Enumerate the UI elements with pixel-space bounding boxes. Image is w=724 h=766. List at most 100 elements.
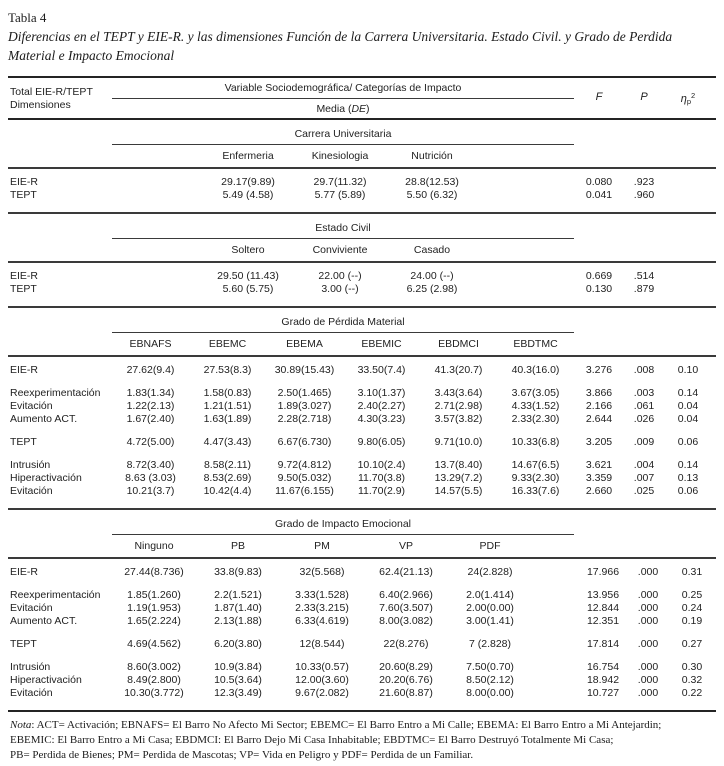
data-value: 11.67(6.155) bbox=[275, 485, 334, 497]
f-value: 17.966 bbox=[586, 566, 620, 578]
row-label: Aumento ACT. bbox=[10, 615, 78, 627]
data-value: 10.5(3.64) bbox=[214, 674, 262, 686]
data-value: 1.22(2.13) bbox=[126, 400, 175, 412]
data-value: 3.57(3.82) bbox=[434, 413, 483, 425]
data-value: 11.70(3.8) bbox=[357, 472, 406, 484]
data-value: 4.72(5.00) bbox=[126, 436, 175, 448]
eta-value: 0.06 bbox=[677, 436, 699, 448]
rule-columns bbox=[8, 167, 716, 169]
spacer-cell bbox=[574, 120, 716, 145]
column-header-row: EBNAFS EBEMC EBEMA EBEMIC EBDMCI EBDTMC bbox=[8, 333, 716, 355]
spacer-cell bbox=[8, 308, 112, 333]
column-header: PB bbox=[230, 540, 245, 552]
spacer-cell bbox=[8, 120, 112, 145]
p-value: .003 bbox=[633, 387, 655, 399]
data-value: 20.20(6.76) bbox=[379, 674, 433, 686]
column-header: VP bbox=[398, 540, 413, 552]
rule-section-bottom bbox=[8, 306, 716, 308]
data-value: 5.49 (4.58) bbox=[222, 189, 274, 201]
data-value: 29.50 (11.43) bbox=[217, 270, 279, 282]
rule-columns bbox=[8, 557, 716, 559]
data-value: 8.72(3.40) bbox=[126, 459, 175, 471]
table-body: Carrera Universitaria Enfermeria Kinesiolo… bbox=[8, 120, 716, 712]
row-group: Reexperimentación 1.83(1.34) 1.58(0.83) 2.5… bbox=[8, 387, 716, 426]
f-value: 18.942 bbox=[586, 674, 620, 686]
p-value: .009 bbox=[633, 436, 655, 448]
data-value: 1.58(0.83) bbox=[203, 387, 252, 399]
spacer-cell bbox=[574, 214, 716, 239]
row-group: EIE-R 27.62(9.4) 27.53(8.3) 30.89(15.43) 33.… bbox=[8, 364, 716, 377]
row-label: EIE-R bbox=[10, 270, 39, 282]
data-value: 30.89(15.43) bbox=[274, 364, 335, 376]
f-value: 10.727 bbox=[586, 687, 620, 699]
header-stub-line1: Total EIE-R/TEPT bbox=[10, 85, 93, 98]
f-value: 0.041 bbox=[585, 189, 613, 201]
data-value: 10.10(2.4) bbox=[357, 459, 406, 471]
data-value: 14.57(5.5) bbox=[434, 485, 483, 497]
data-value: 3.00 (--) bbox=[321, 283, 359, 295]
spacer-cell bbox=[574, 510, 716, 535]
p-value: .000 bbox=[637, 674, 659, 686]
data-value: 8.58(2.11) bbox=[203, 459, 252, 471]
column-header: PDF bbox=[479, 540, 501, 552]
data-value: 2.0(1.414) bbox=[466, 589, 514, 601]
column-header-row: Ninguno PB PM VP PDF bbox=[8, 535, 716, 557]
spacer-cell bbox=[8, 510, 112, 535]
eta-value: 0.31 bbox=[681, 566, 703, 578]
column-header: EBEMA bbox=[286, 338, 323, 350]
data-value: 20.60(8.29) bbox=[379, 661, 433, 673]
f-value: 3.359 bbox=[585, 472, 613, 484]
header-stats: F P ηp2 bbox=[574, 91, 712, 106]
data-value: 32(5.568) bbox=[299, 566, 345, 578]
data-value: 40.3(16.0) bbox=[511, 364, 560, 376]
eta-value: 0.06 bbox=[677, 485, 699, 497]
eta-value: 0.19 bbox=[681, 615, 703, 627]
f-value: 3.621 bbox=[585, 459, 613, 471]
data-value: 1.83(1.34) bbox=[126, 387, 175, 399]
f-value: 16.754 bbox=[586, 661, 620, 673]
rule-section-bottom bbox=[8, 710, 716, 712]
row-label: Evitación bbox=[10, 485, 53, 497]
row-label: Hiperactivación bbox=[10, 472, 82, 484]
data-value: 3.33(1.528) bbox=[295, 589, 349, 601]
row-label: Intrusión bbox=[10, 459, 51, 471]
data-value: 29.7(11.32) bbox=[313, 176, 367, 188]
data-value: 10.9(3.84) bbox=[214, 661, 262, 673]
eta-subscript: p bbox=[686, 97, 692, 106]
data-value: 2.00(0.00) bbox=[466, 602, 514, 614]
data-value: 29.17(9.89) bbox=[221, 176, 275, 188]
column-header-row: Enfermeria Kinesiologia Nutrición bbox=[8, 145, 716, 167]
table-row: Evitación 10.21(3.7) 10.42(4.4) 11.67(6.155… bbox=[8, 485, 716, 498]
table-row: EIE-R 27.44(8.736) 33.8(9.83) 32(5.568) 62.4… bbox=[8, 566, 716, 579]
rule-header-bottom bbox=[8, 118, 716, 120]
row-label: EIE-R bbox=[10, 176, 39, 188]
section-rows: EIE-R 29.50 (11.43) 22.00 (--) 24.00 (--) 0.… bbox=[8, 263, 716, 306]
data-value: 1.85(1.260) bbox=[127, 589, 181, 601]
data-value: 24(2.828) bbox=[467, 566, 513, 578]
data-value: 7.60(3.507) bbox=[379, 602, 433, 614]
p-value: .026 bbox=[633, 413, 655, 425]
section-title: Carrera Universitaria bbox=[294, 128, 392, 140]
column-header: Casado bbox=[413, 244, 451, 256]
note-text-1: : ACT= Activación; EBNAFS= El Barro No A… bbox=[31, 719, 662, 731]
data-value: 8.63 (3.03) bbox=[125, 472, 176, 484]
data-value: 28.8(12.53) bbox=[405, 176, 459, 188]
data-value: 8.60(3.002) bbox=[127, 661, 181, 673]
data-value: 41.3(20.7) bbox=[434, 364, 483, 376]
table-row: Reexperimentación 1.83(1.34) 1.58(0.83) 2.5… bbox=[8, 387, 716, 400]
data-value: 6.67(6.730) bbox=[277, 436, 332, 448]
f-value: 17.814 bbox=[586, 638, 620, 650]
row-label: Evitación bbox=[10, 687, 53, 699]
p-value: .923 bbox=[633, 176, 655, 188]
data-value: 13.29(7.2) bbox=[434, 472, 483, 484]
media-label: Media ( bbox=[316, 103, 352, 115]
row-label: Evitación bbox=[10, 400, 53, 412]
f-value: 2.166 bbox=[585, 400, 613, 412]
section-heading-row: Carrera Universitaria bbox=[8, 120, 716, 145]
data-value: 12.3(3.49) bbox=[214, 687, 262, 699]
data-value: 9.80(6.05) bbox=[357, 436, 406, 448]
data-value: 2.33(3.215) bbox=[295, 602, 349, 614]
data-value: 6.20(3.80) bbox=[214, 638, 262, 650]
data-value: 7.50(0.70) bbox=[466, 661, 514, 673]
f-value: 12.351 bbox=[586, 615, 620, 627]
